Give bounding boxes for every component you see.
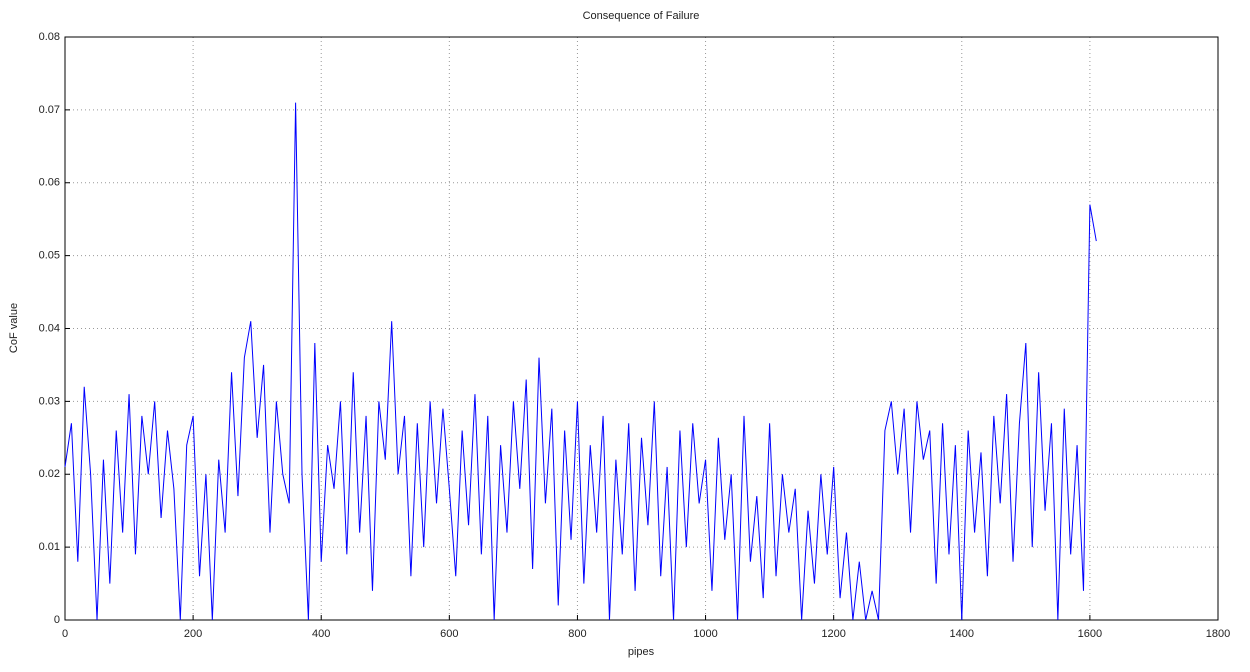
x-tick-label: 400 — [312, 628, 330, 640]
y-tick-label: 0.03 — [39, 395, 60, 407]
x-tick-label: 800 — [568, 628, 586, 640]
y-tick-label: 0.07 — [39, 104, 60, 116]
data-line — [64, 102, 1097, 621]
plot-frame — [64, 36, 1219, 621]
x-tick-label: 1800 — [1206, 628, 1230, 640]
y-axis-label: CoF value — [8, 303, 20, 353]
y-tick-label: 0.06 — [39, 177, 60, 189]
x-axis-label: pipes — [628, 646, 655, 658]
x-tick-label: 1400 — [950, 628, 974, 640]
chart-title: Consequence of Failure — [583, 10, 700, 22]
x-tick-label: 600 — [440, 628, 458, 640]
x-tick-label: 1200 — [821, 628, 845, 640]
x-tick-label: 0 — [62, 628, 68, 640]
y-tick-label: 0.04 — [39, 322, 60, 334]
x-tick-label: 1000 — [693, 628, 717, 640]
y-tick-label: 0.02 — [39, 468, 60, 480]
y-tick-label: 0.05 — [39, 250, 60, 262]
x-tick-label: 200 — [184, 628, 202, 640]
y-tick-label: 0.08 — [39, 31, 60, 43]
y-tick-label: 0 — [54, 614, 60, 626]
x-tick-label: 1600 — [1078, 628, 1102, 640]
y-tick-label: 0.01 — [39, 541, 60, 553]
